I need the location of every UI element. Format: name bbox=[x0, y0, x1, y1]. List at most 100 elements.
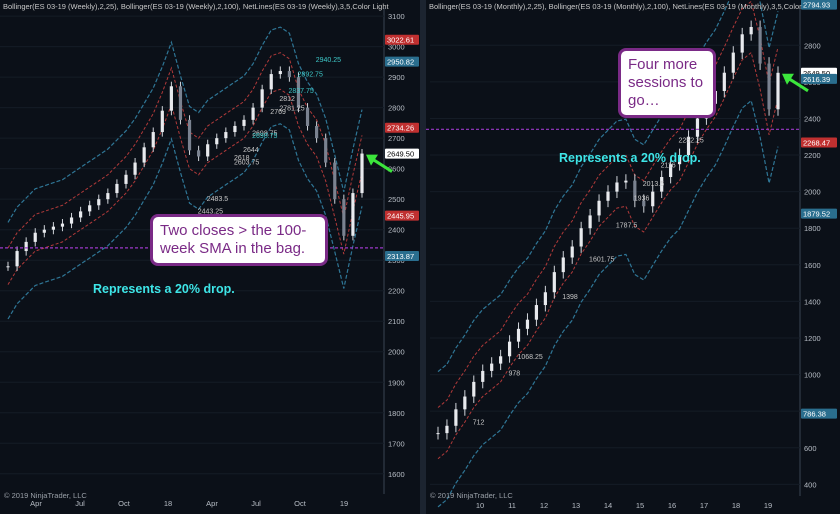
price-candle bbox=[543, 292, 547, 306]
x-tick-label: Jul bbox=[75, 499, 85, 508]
y-tick-label: 1800 bbox=[804, 224, 821, 233]
price-candle bbox=[740, 34, 744, 53]
weekly-copyright: © 2019 NinjaTrader, LLC bbox=[4, 491, 87, 500]
y-tick-label: 2100 bbox=[388, 317, 405, 326]
price-candle bbox=[686, 136, 691, 156]
price-annotation: 2837.75 bbox=[288, 88, 313, 95]
upper-band-25 bbox=[7, 52, 363, 249]
price-annotation: 2443.25 bbox=[198, 208, 223, 215]
weekly-chart-panel[interactable]: 1600170018001900200021002200230024002500… bbox=[0, 0, 420, 514]
price-annotation: 2013.5 bbox=[643, 181, 665, 188]
price-candle bbox=[360, 153, 364, 194]
price-candle bbox=[499, 356, 503, 364]
y-tick-label: 1000 bbox=[804, 371, 821, 380]
y-tick-label: 1800 bbox=[388, 409, 405, 418]
y-tick-label: 1400 bbox=[804, 297, 821, 306]
price-candle bbox=[534, 305, 539, 320]
y-tick-label: 2200 bbox=[804, 151, 821, 160]
green-arrow-head bbox=[366, 154, 378, 166]
y-tick-label: 2200 bbox=[388, 287, 405, 296]
x-tick-label: 12 bbox=[540, 501, 548, 510]
price-candle bbox=[124, 174, 128, 184]
y-tick-label: 2800 bbox=[388, 104, 405, 113]
x-tick-label: 19 bbox=[340, 499, 348, 508]
price-candle bbox=[767, 63, 771, 110]
x-tick-label: Apr bbox=[206, 499, 218, 508]
price-annotation: 2781.25 bbox=[279, 105, 304, 112]
y-tick-label: 2000 bbox=[804, 188, 821, 197]
price-candle bbox=[115, 183, 119, 194]
price-badge bbox=[801, 0, 837, 10]
x-tick-label: 10 bbox=[476, 501, 484, 510]
price-candle bbox=[695, 118, 700, 137]
monthly-chart-svg: 4006008001000120014001600180020002200240… bbox=[426, 0, 837, 510]
price-candle bbox=[624, 180, 628, 183]
price-candle bbox=[287, 71, 291, 78]
price-annotation: 1936 bbox=[634, 195, 650, 202]
x-tick-label: 18 bbox=[164, 499, 172, 508]
price-candle bbox=[151, 132, 155, 148]
price-candle bbox=[579, 228, 583, 247]
price-candle bbox=[296, 77, 301, 108]
price-annotation: 2116 bbox=[661, 162, 676, 169]
price-candle bbox=[651, 191, 655, 207]
x-tick-label: Oct bbox=[294, 499, 307, 508]
y-tick-label: 3000 bbox=[388, 43, 405, 52]
price-candle bbox=[463, 396, 467, 410]
price-candle bbox=[633, 180, 637, 201]
price-badge-label: 2734.26 bbox=[387, 124, 414, 133]
price-annotation: 2769 bbox=[270, 109, 286, 116]
price-candle bbox=[507, 341, 512, 357]
price-badge-label: 2649.50 bbox=[803, 69, 830, 78]
y-tick-label: 1700 bbox=[388, 439, 405, 448]
price-candle bbox=[69, 217, 74, 224]
y-tick-label: 2600 bbox=[388, 165, 405, 174]
price-badge bbox=[385, 148, 419, 159]
price-badge-label: 786.38 bbox=[803, 410, 826, 419]
price-annotation: 1601.75 bbox=[589, 256, 614, 263]
price-candle bbox=[342, 199, 346, 236]
x-tick-label: Apr bbox=[30, 499, 42, 508]
price-badge-label: 1879.52 bbox=[803, 210, 830, 219]
upper-band-100 bbox=[437, 0, 779, 373]
price-badge bbox=[801, 408, 837, 419]
price-badge-label: 2794.93 bbox=[803, 1, 830, 10]
price-annotation: 2618 bbox=[234, 155, 250, 162]
price-candle bbox=[33, 232, 37, 242]
y-tick-label: 2800 bbox=[804, 41, 821, 50]
price-candle bbox=[749, 26, 753, 35]
price-annotation: 1787.5 bbox=[616, 223, 638, 230]
price-annotation: 2690.75 bbox=[252, 133, 277, 140]
price-candle bbox=[588, 215, 592, 229]
price-annotation: 2644 bbox=[243, 147, 259, 154]
price-candle bbox=[561, 257, 565, 273]
price-candle bbox=[142, 147, 146, 163]
price-candle bbox=[42, 229, 46, 233]
x-tick-label: 13 bbox=[572, 501, 580, 510]
price-candle bbox=[233, 125, 237, 133]
price-badge-label: 3022.61 bbox=[387, 36, 414, 45]
y-tick-label: 600 bbox=[804, 444, 817, 453]
price-candle bbox=[169, 86, 173, 111]
price-annotation: 1068.25 bbox=[517, 354, 542, 361]
price-badge-label: 2313.87 bbox=[387, 252, 414, 261]
price-badge bbox=[801, 73, 837, 84]
price-annotation: 1398 bbox=[562, 294, 578, 301]
price-candle bbox=[445, 425, 449, 434]
price-annotation: 978 bbox=[509, 371, 521, 378]
price-candle bbox=[758, 26, 762, 64]
x-tick-label: 14 bbox=[604, 501, 612, 510]
green-arrow-head bbox=[782, 73, 794, 85]
y-tick-label: 2400 bbox=[804, 114, 821, 123]
price-candle bbox=[224, 132, 228, 139]
x-tick-label: 19 bbox=[764, 501, 772, 510]
y-tick-label: 2400 bbox=[388, 226, 405, 235]
price-candle bbox=[242, 119, 246, 126]
y-tick-label: 2900 bbox=[388, 73, 405, 82]
monthly-chart-panel[interactable]: 4006008001000120014001600180020002200240… bbox=[426, 0, 840, 514]
price-candle bbox=[187, 119, 192, 151]
price-candle bbox=[472, 381, 476, 397]
price-badge-label: 2445.95 bbox=[387, 212, 414, 221]
price-candle bbox=[731, 52, 735, 73]
y-tick-label: 1200 bbox=[804, 334, 821, 343]
